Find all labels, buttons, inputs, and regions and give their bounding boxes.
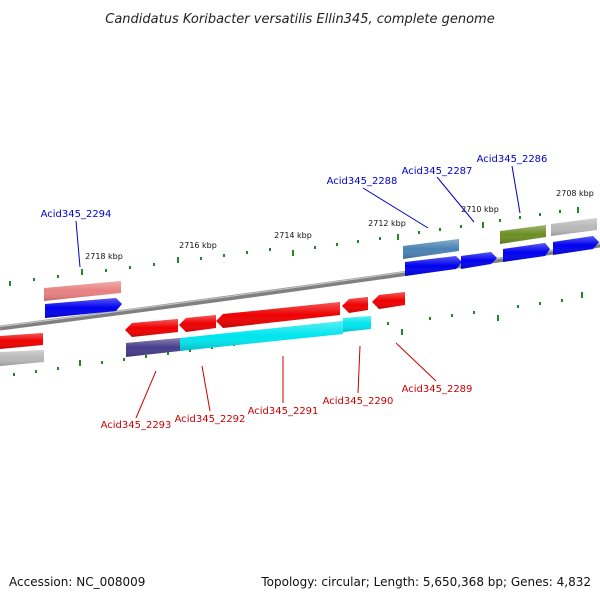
label-acid345-2294[interactable]: Acid345_2294 xyxy=(41,209,112,220)
tick-label-2718: 2718 kbp xyxy=(85,252,123,261)
minus-strand-genes xyxy=(125,292,405,357)
gene-gray-left[interactable] xyxy=(0,350,44,366)
gene-acid345-2289-arrow[interactable] xyxy=(372,292,405,309)
gene-gray-right[interactable] xyxy=(551,218,597,236)
gene-acid345-2293-feature[interactable] xyxy=(126,338,180,357)
gene-acid345-2292-2291-feature[interactable] xyxy=(180,321,343,351)
label-acid345-2290[interactable]: Acid345_2290 xyxy=(323,396,394,407)
label-acid345-2292[interactable]: Acid345_2292 xyxy=(175,414,246,425)
plus-strand-genes xyxy=(0,218,599,366)
minus-leader-lines xyxy=(135,342,437,419)
label-acid345-2293[interactable]: Acid345_2293 xyxy=(101,420,172,431)
label-acid345-2286[interactable]: Acid345_2286 xyxy=(477,154,548,165)
label-acid345-2287[interactable]: Acid345_2287 xyxy=(402,166,473,177)
gene-acid345-2286-arrow[interactable] xyxy=(503,243,550,262)
gene-acid345-2294-pink[interactable] xyxy=(44,281,121,301)
plus-leader-lines xyxy=(75,165,521,268)
gene-acid345-2287-arrow[interactable] xyxy=(461,252,497,269)
gene-acid345-2288-arrow[interactable] xyxy=(405,256,462,276)
map-title: Candidatus Koribacter versatilis Ellin34… xyxy=(105,12,494,27)
gene-blue-right-arrow[interactable] xyxy=(553,236,599,255)
gene-acid345-2290-arrow[interactable] xyxy=(342,297,368,313)
upper-tick-row xyxy=(9,207,579,286)
gene-red-left[interactable] xyxy=(0,333,43,349)
tick-label-2714: 2714 kbp xyxy=(274,231,312,240)
gene-acid345-2288-steel[interactable] xyxy=(403,239,459,259)
gene-acid345-2292-arrow[interactable] xyxy=(179,315,216,332)
tick-label-2710: 2710 kbp xyxy=(461,205,499,214)
label-acid345-2289[interactable]: Acid345_2289 xyxy=(402,384,473,395)
gene-acid345-2291-arrow[interactable] xyxy=(216,302,340,328)
accession-text: Accession: NC_008009 xyxy=(9,575,145,589)
topology-text: Topology: circular; Length: 5,650,368 bp… xyxy=(260,575,591,589)
gene-acid345-2294-arrow[interactable] xyxy=(45,298,122,318)
label-acid345-2288[interactable]: Acid345_2288 xyxy=(327,176,398,187)
gene-acid345-2286-olive[interactable] xyxy=(500,225,546,244)
gene-acid345-2290-feature[interactable] xyxy=(343,316,371,332)
tick-label-2716: 2716 kbp xyxy=(179,241,217,250)
tick-label-2712: 2712 kbp xyxy=(368,219,406,228)
label-acid345-2291[interactable]: Acid345_2291 xyxy=(248,406,319,417)
tick-label-2708: 2708 kbp xyxy=(556,189,594,198)
gene-acid345-2293-arrow[interactable] xyxy=(125,319,178,337)
